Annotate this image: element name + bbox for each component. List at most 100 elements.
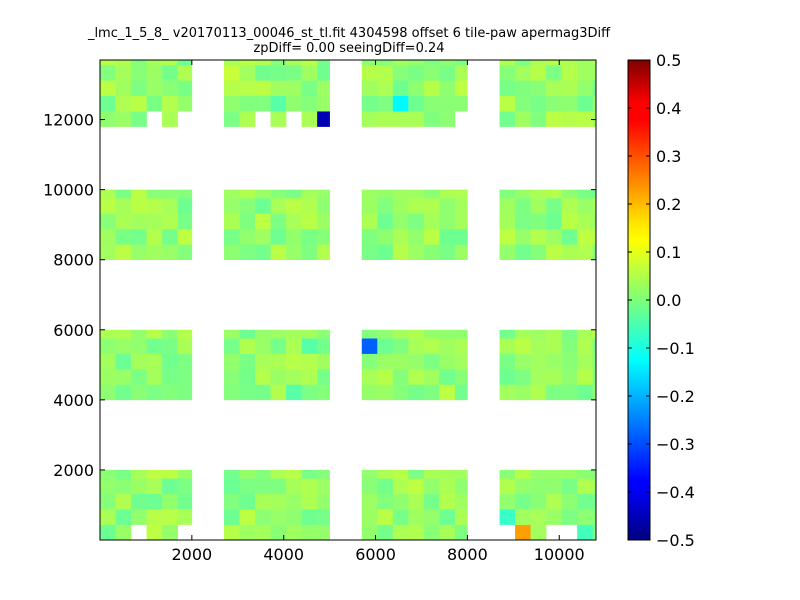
x-tick-label: 4000 <box>263 545 304 564</box>
heatmap-cell <box>361 338 378 354</box>
heatmap-cell <box>454 228 468 245</box>
heatmap-cell <box>408 228 425 245</box>
heatmap-cell <box>146 95 163 112</box>
heatmap-cell <box>377 338 394 354</box>
heatmap-cell <box>317 384 330 401</box>
heatmap-cell <box>577 111 593 127</box>
heatmap-cell <box>115 244 132 261</box>
heatmap-cell <box>224 338 240 354</box>
heatmap-cell <box>224 244 240 261</box>
heatmap-cell <box>592 244 597 261</box>
heatmap-cell <box>515 524 531 541</box>
heatmap-cell <box>270 509 287 525</box>
heatmap-cell <box>317 338 330 354</box>
heatmap-cell <box>286 469 302 479</box>
heatmap-cell <box>115 478 132 495</box>
heatmap-cell <box>131 384 147 401</box>
heatmap-cell <box>561 189 578 199</box>
heatmap-cell <box>146 384 163 401</box>
heatmap-cell <box>561 60 578 66</box>
heatmap-cell <box>577 60 593 66</box>
heatmap-cell <box>224 80 240 97</box>
heatmap-cell <box>423 95 440 112</box>
heatmap-cell <box>530 338 547 354</box>
heatmap-cell <box>146 80 163 97</box>
y-tick-label: 4000 <box>53 391 94 410</box>
heatmap-cell <box>239 338 256 354</box>
heatmap-cell <box>224 524 240 541</box>
heatmap-cell <box>239 469 256 479</box>
heatmap-cell <box>131 64 147 81</box>
colorbar: 0.5 0.4 0.3 0.2 0.1 0.0 −0.1 −0.2 −0.3 −0.4 −0.5 <box>627 51 695 550</box>
heatmap-cell <box>361 213 378 230</box>
heatmap-cell <box>377 493 394 510</box>
heatmap-cell <box>515 64 531 81</box>
heatmap-cell <box>115 64 132 81</box>
heatmap-cell <box>270 244 287 261</box>
heatmap-cell <box>530 64 547 81</box>
heatmap-cell <box>454 329 468 339</box>
heatmap-cell <box>301 353 318 370</box>
heatmap-cell <box>100 329 116 339</box>
heatmap-cell <box>100 338 116 354</box>
heatmap-cell <box>515 384 531 401</box>
heatmap-cell <box>131 189 147 199</box>
heatmap-cell <box>439 60 456 66</box>
heatmap-cell <box>546 469 562 479</box>
heatmap-cell <box>515 60 531 66</box>
heatmap-cell <box>146 244 163 261</box>
heatmap-cell <box>301 524 318 541</box>
heatmap-cell <box>146 469 163 479</box>
heatmap-cell <box>423 478 440 495</box>
heatmap-cell <box>577 384 593 401</box>
heatmap-cell <box>255 95 271 112</box>
heatmap-cell <box>408 80 425 97</box>
heatmap-cell <box>546 478 562 495</box>
heatmap-cell <box>577 198 593 214</box>
heatmap-cell <box>162 384 178 401</box>
heatmap-cell <box>224 369 240 385</box>
heatmap-cell <box>115 228 132 245</box>
heatmap-cell <box>224 189 240 199</box>
heatmap-cell <box>270 493 287 510</box>
y-tick-label: 10000 <box>43 181 94 200</box>
heatmap-cell <box>577 329 593 339</box>
heatmap-cell <box>177 80 193 97</box>
heatmap-cell <box>408 353 425 370</box>
heatmap-cell <box>239 198 256 214</box>
heatmap-cell <box>224 95 240 112</box>
heatmap-cell <box>546 64 562 81</box>
heatmap-cell <box>301 60 318 66</box>
heatmap-cell <box>439 111 456 127</box>
heatmap-cell <box>317 469 330 479</box>
heatmap-cell <box>361 493 378 510</box>
heatmap-cell <box>499 384 516 401</box>
heatmap-cell <box>454 213 468 230</box>
heatmap-cell <box>439 198 456 214</box>
heatmap-cell <box>286 189 302 199</box>
heatmap-cell <box>100 198 116 214</box>
heatmap-cell <box>515 338 531 354</box>
heatmap-cell <box>301 213 318 230</box>
heatmap-cell <box>100 524 116 541</box>
colorbar-tick-label: −0.5 <box>656 531 695 550</box>
colorbar-ticks: 0.5 0.4 0.3 0.2 0.1 0.0 −0.1 −0.2 −0.3 −0.4 −0.5 <box>628 51 695 550</box>
heatmap-cell <box>255 369 271 385</box>
heatmap-cell <box>131 353 147 370</box>
heatmap-cell <box>162 329 178 339</box>
heatmap-cell <box>561 198 578 214</box>
heatmap-cell <box>392 95 409 112</box>
heatmap-cell <box>454 244 468 261</box>
heatmap-cell <box>423 189 440 199</box>
heatmap-cell <box>392 60 409 66</box>
heatmap-cell <box>515 244 531 261</box>
heatmap-cell <box>131 60 147 66</box>
heatmap-cell <box>301 369 318 385</box>
heatmap-cell <box>499 189 516 199</box>
heatmap-cell <box>317 228 330 245</box>
heatmap-cell <box>162 111 178 127</box>
heatmap-cell <box>515 353 531 370</box>
heatmap-cell <box>115 95 132 112</box>
colorbar-tick-label: −0.3 <box>656 435 695 454</box>
heatmap-cell <box>131 369 147 385</box>
